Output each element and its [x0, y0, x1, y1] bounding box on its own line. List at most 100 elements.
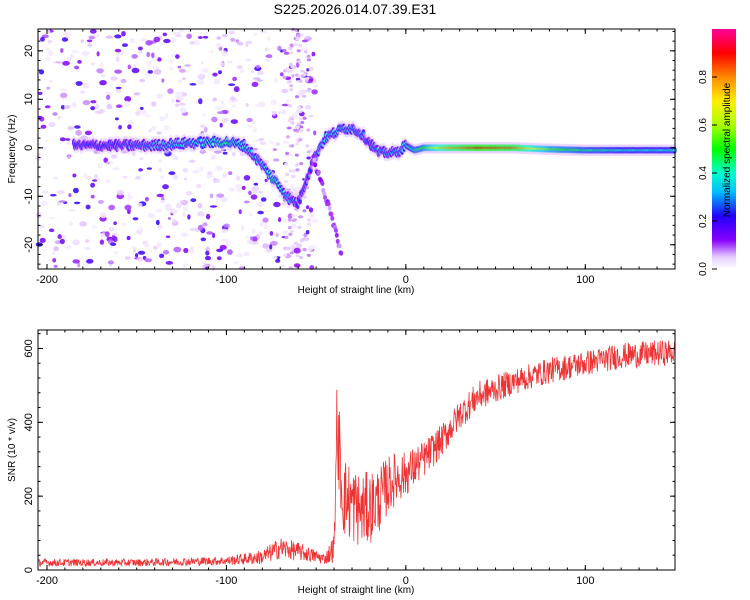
noise-speckle	[272, 255, 278, 260]
branch-point	[333, 227, 338, 233]
noise-speckle	[80, 90, 85, 94]
noise-speckle	[157, 224, 162, 230]
noise-speckle	[222, 117, 229, 123]
snr-frame	[37, 329, 676, 571]
noise-speckle	[283, 179, 288, 184]
noise-speckle	[176, 202, 182, 209]
noise-speckle	[86, 258, 94, 264]
noise-speckle	[175, 91, 183, 98]
noise-speckle	[269, 244, 273, 250]
noise-speckle	[302, 209, 307, 213]
noise-speckle	[94, 104, 100, 110]
branch-point	[330, 215, 335, 221]
noise-speckle	[146, 167, 152, 170]
noise-speckle	[121, 222, 127, 226]
noise-speckle	[200, 81, 205, 85]
noise-speckle	[173, 246, 182, 253]
y-tick-label: 0	[23, 145, 35, 151]
noise-speckle	[206, 173, 214, 179]
noise-speckle	[216, 36, 222, 40]
noise-speckle	[132, 217, 139, 221]
noise-speckle	[89, 29, 97, 34]
noise-speckle	[221, 50, 228, 57]
colorbar: 0.0 0.2 0.4 0.6 0.8 Normalized spectral ampl…	[698, 29, 736, 276]
noise-speckle	[287, 218, 292, 222]
branch-point	[316, 169, 321, 175]
noise-speckle	[273, 158, 280, 162]
colorbar-label: Normalized spectral amplitude	[722, 82, 733, 217]
noise-speckle	[308, 66, 314, 72]
noise-speckle	[90, 194, 95, 199]
noise-speckle	[90, 182, 95, 188]
spectrogram-xlabel: Height of straight line (km)	[298, 285, 415, 296]
noise-speckle	[295, 254, 300, 258]
x-tick-label: 0	[403, 274, 409, 286]
noise-speckle	[178, 68, 186, 73]
noise-speckle	[206, 231, 213, 235]
noise-speckle	[124, 256, 131, 260]
noise-speckle	[289, 183, 294, 187]
noise-speckle	[308, 114, 314, 118]
noise-speckle	[286, 80, 291, 84]
noise-speckle	[219, 62, 225, 67]
noise-speckle	[282, 48, 287, 53]
noise-speckle	[220, 196, 228, 203]
noise-speckle	[240, 68, 244, 74]
noise-speckle	[219, 244, 227, 250]
noise-speckle	[178, 79, 182, 83]
noise-speckle	[156, 131, 162, 135]
noise-speckle	[293, 43, 298, 47]
noise-speckle	[282, 75, 287, 79]
noise-speckle	[74, 65, 80, 70]
noise-speckle	[214, 106, 222, 111]
noise-speckle	[156, 93, 163, 100]
noise-speckle	[60, 92, 68, 99]
noise-speckle	[295, 125, 300, 129]
y-tick-label: -20	[23, 237, 35, 253]
noise-speckle	[247, 239, 253, 244]
noise-speckle	[273, 201, 281, 208]
noise-speckle	[156, 193, 165, 198]
noise-speckle	[297, 215, 304, 219]
noise-speckle	[137, 202, 143, 207]
noise-speckle	[311, 51, 316, 57]
noise-speckle	[124, 100, 130, 107]
noise-speckle	[85, 204, 91, 210]
noise-speckle	[299, 238, 304, 243]
noise-speckle	[144, 196, 149, 202]
noise-speckle	[162, 184, 169, 190]
noise-speckle	[303, 232, 308, 238]
noise-speckle	[306, 156, 312, 160]
noise-speckle	[82, 83, 87, 88]
noise-speckle	[257, 210, 264, 215]
noise-speckle	[296, 61, 300, 68]
noise-speckle	[277, 45, 282, 51]
noise-speckle	[297, 225, 302, 229]
noise-speckle	[65, 32, 71, 39]
noise-speckle	[197, 36, 203, 39]
noise-speckle	[236, 253, 244, 258]
noise-speckle	[296, 49, 301, 53]
noise-speckle	[289, 251, 294, 255]
branch-point	[329, 211, 334, 217]
noise-speckle	[228, 30, 236, 35]
noise-speckle	[197, 211, 205, 217]
noise-speckle	[252, 120, 256, 125]
noise-speckle	[248, 190, 252, 196]
noise-speckle	[189, 83, 197, 86]
noise-speckle	[147, 70, 153, 74]
noise-speckle	[288, 169, 293, 173]
noise-speckle	[145, 72, 149, 78]
noise-speckle	[258, 231, 263, 236]
noise-speckle	[211, 265, 216, 271]
noise-speckle	[122, 43, 128, 47]
noise-speckle	[298, 44, 303, 48]
y-tick-label: 20	[23, 45, 35, 57]
x-tick-label: -100	[215, 575, 237, 587]
noise-speckle	[184, 64, 191, 67]
noise-speckle	[291, 218, 296, 223]
spectrogram-frame	[37, 28, 676, 270]
noise-speckle	[201, 60, 204, 65]
noise-speckle	[302, 73, 307, 77]
